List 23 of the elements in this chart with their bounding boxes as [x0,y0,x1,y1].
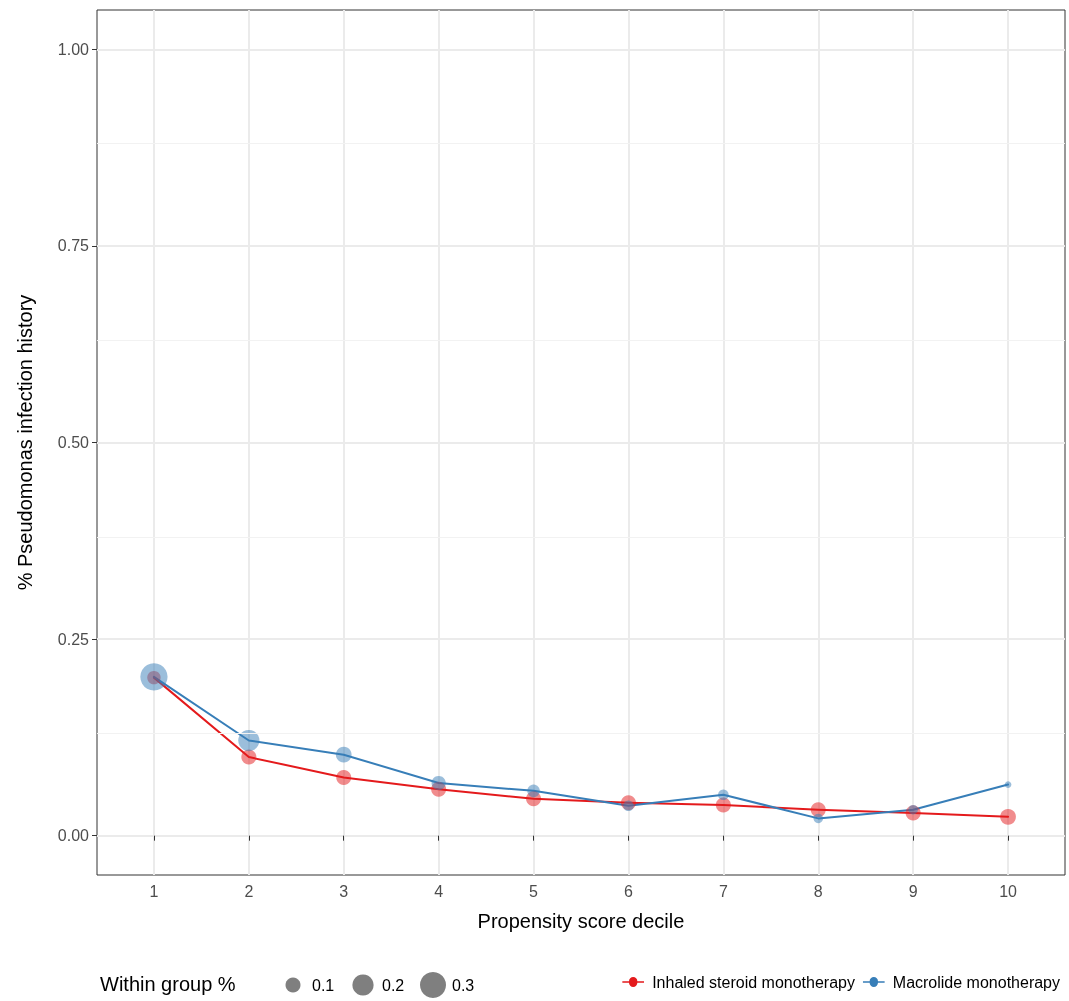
legend-title: Within group % [100,973,236,995]
x-tick-label: 2 [244,882,254,900]
y-tick-label: 0.50 [57,434,90,451]
x-tick-label: 9 [908,882,918,900]
y-tick-label: 0.75 [57,237,90,255]
y-tick-label: 0.00 [57,827,90,845]
x-tick-label: 8 [813,882,823,900]
x-tick-label: 3 [339,882,349,900]
x-tick-label: 10 [999,882,1018,900]
x-tick-label: 4 [434,882,444,900]
legend-label: 0.1 [312,976,335,994]
legend-label: 0.2 [382,976,405,994]
x-tick-label: 5 [529,882,539,900]
y-axis-title: % Pseudomonas infection history [14,294,36,591]
x-axis-title: Propensity score decile [477,910,685,932]
legend-label: Inhaled steroid monotherapy [652,973,855,991]
y-tick-label: 0.25 [57,630,90,648]
x-tick-label: 1 [149,882,159,900]
legend-label: 0.3 [452,976,475,994]
legend-label: Macrolide monotherapy [892,973,1061,991]
y-tick-label: 1.00 [57,40,90,58]
x-tick-label: 7 [718,882,728,900]
x-tick-label: 6 [624,882,633,900]
